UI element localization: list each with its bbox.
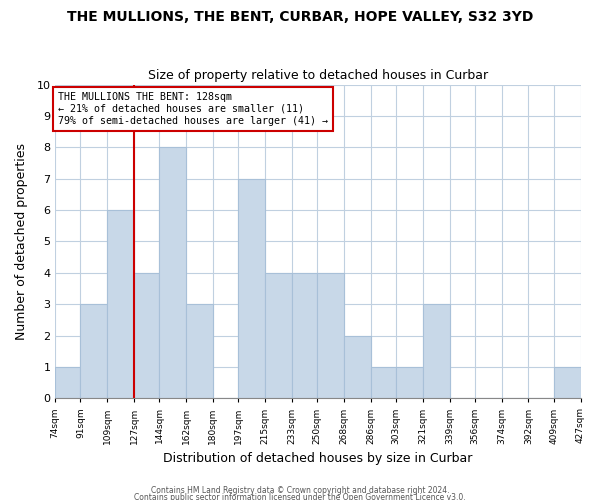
Bar — [160, 148, 186, 398]
Bar — [317, 273, 344, 398]
Text: Contains HM Land Registry data © Crown copyright and database right 2024.: Contains HM Land Registry data © Crown c… — [151, 486, 449, 495]
Bar — [292, 273, 317, 398]
Bar — [80, 304, 107, 398]
Bar — [107, 210, 134, 398]
Bar — [423, 304, 449, 398]
Bar — [344, 336, 371, 398]
Bar — [55, 367, 80, 398]
Bar — [396, 367, 423, 398]
Y-axis label: Number of detached properties: Number of detached properties — [15, 143, 28, 340]
Bar — [265, 273, 292, 398]
Title: Size of property relative to detached houses in Curbar: Size of property relative to detached ho… — [148, 69, 488, 82]
Bar — [554, 367, 581, 398]
Text: THE MULLIONS, THE BENT, CURBAR, HOPE VALLEY, S32 3YD: THE MULLIONS, THE BENT, CURBAR, HOPE VAL… — [67, 10, 533, 24]
Bar — [371, 367, 396, 398]
Bar — [238, 178, 265, 398]
Text: Contains public sector information licensed under the Open Government Licence v3: Contains public sector information licen… — [134, 494, 466, 500]
Text: THE MULLIONS THE BENT: 128sqm
← 21% of detached houses are smaller (11)
79% of s: THE MULLIONS THE BENT: 128sqm ← 21% of d… — [58, 92, 328, 126]
Bar — [134, 273, 160, 398]
Bar — [186, 304, 213, 398]
X-axis label: Distribution of detached houses by size in Curbar: Distribution of detached houses by size … — [163, 452, 473, 465]
